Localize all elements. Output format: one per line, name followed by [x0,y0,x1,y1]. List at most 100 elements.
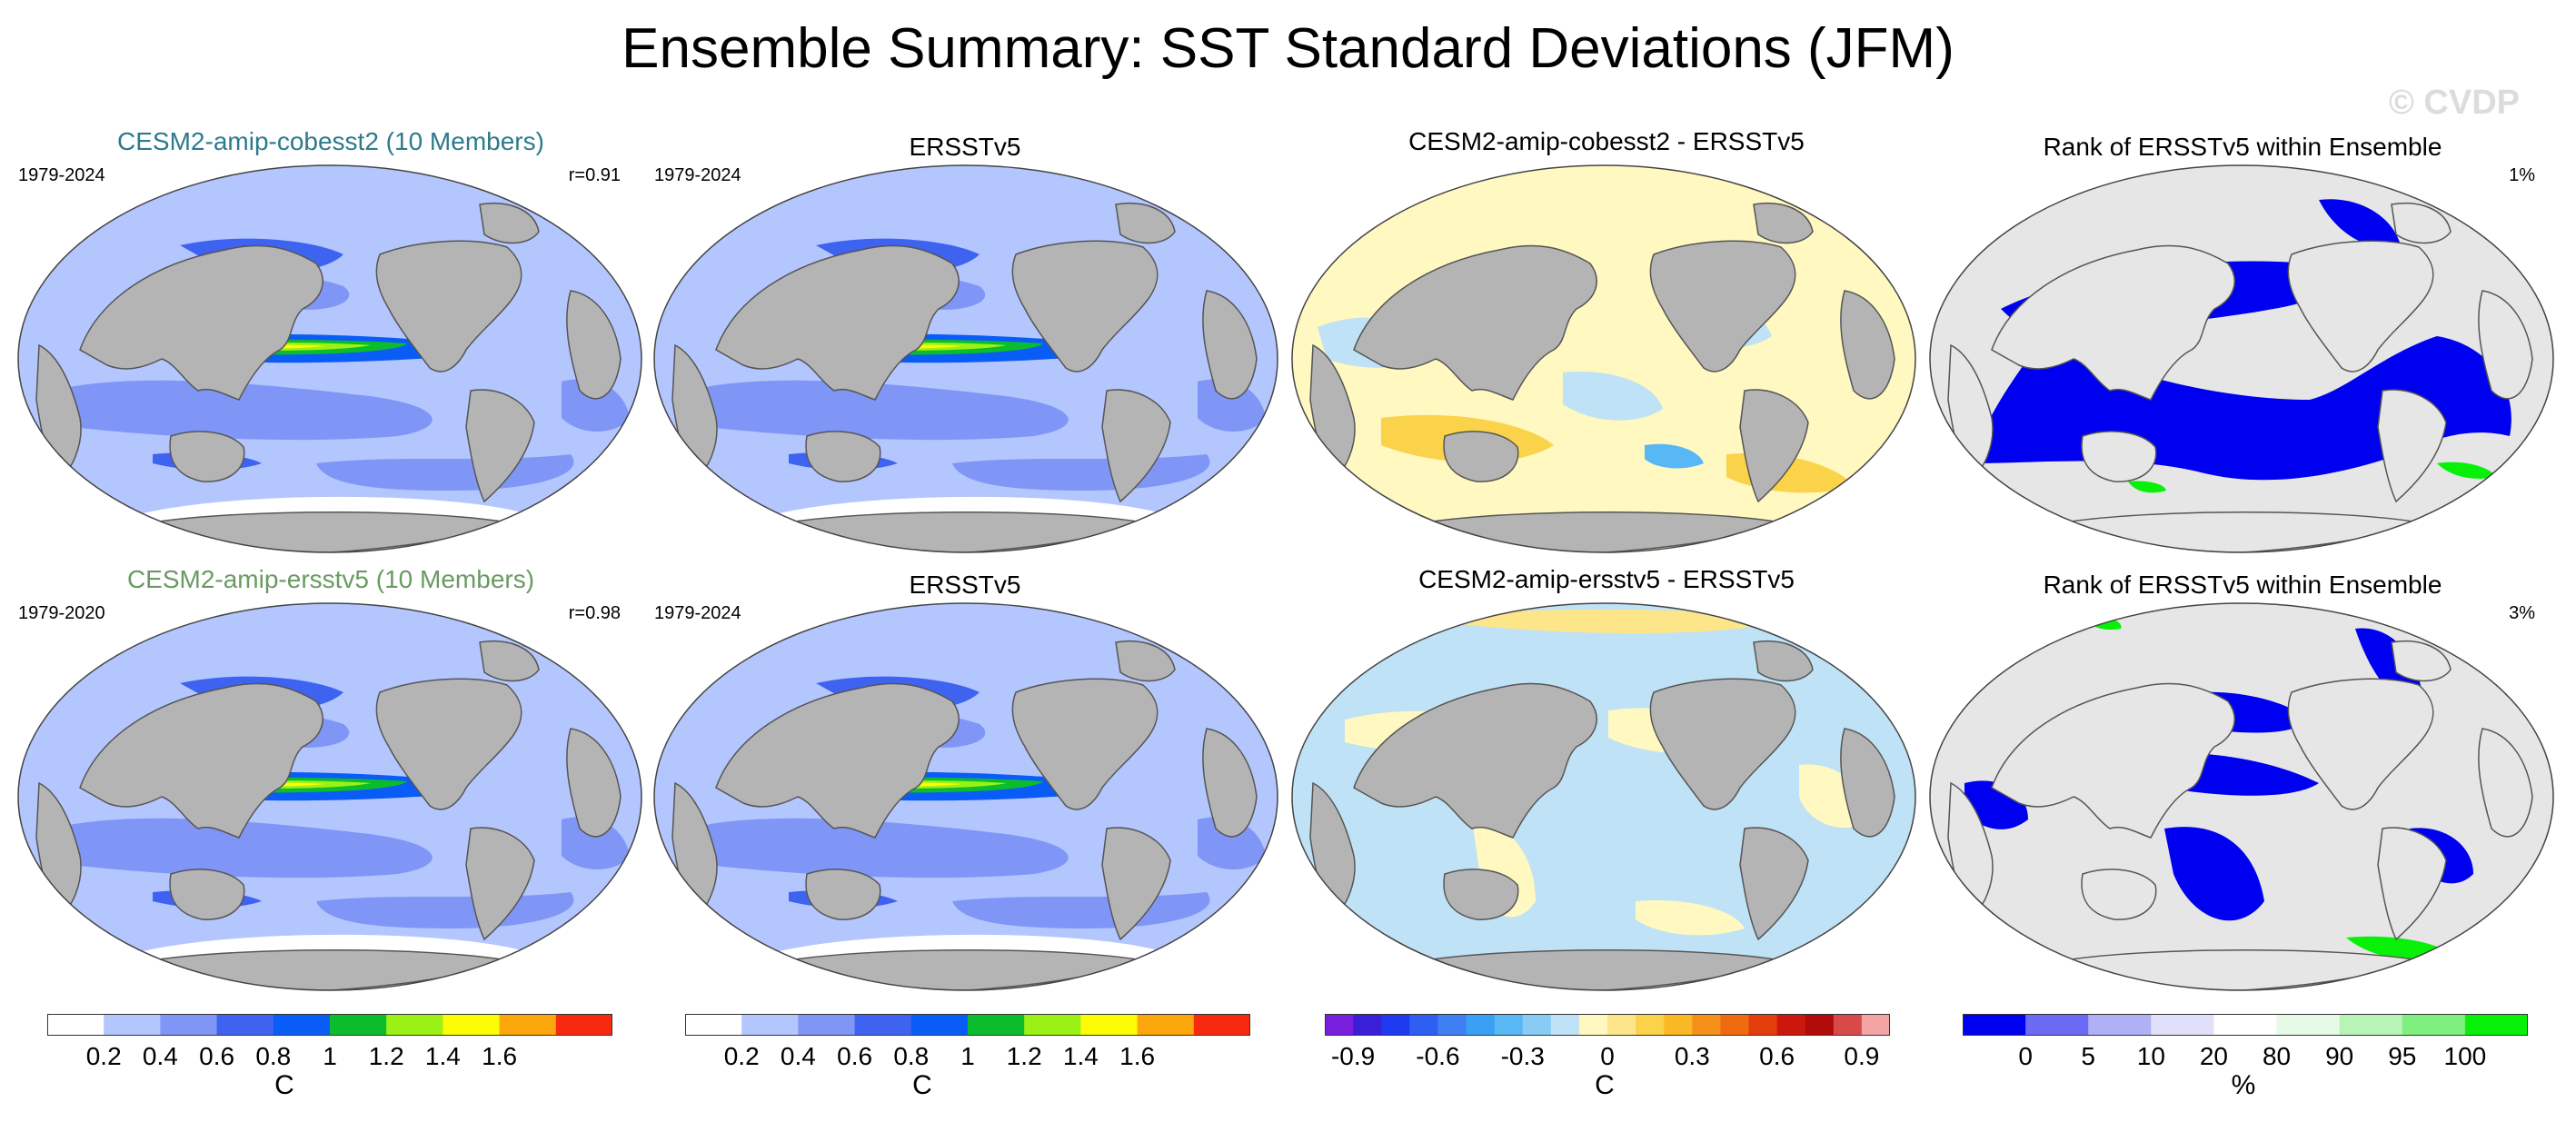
land-greenland [479,640,540,682]
colorbar-sst-2-swatch-3 [854,1014,912,1036]
colorbar-diff-swatch-8 [1550,1014,1580,1036]
land-australia [169,431,245,482]
land-eurasia [1353,244,1597,401]
sst-band-south [53,380,433,441]
colorbar-rank-tick-label: 95 [2388,1042,2417,1070]
land-south-america [465,389,535,503]
map-panel-r1-c3 [1291,164,1916,553]
period-model-row1: 1979-2024 [18,165,105,185]
colorbar-sst-1-tick-label: 0.6 [199,1042,235,1070]
colorbar-sst-1-unit: C [274,1070,294,1100]
land-greenland [1115,203,1176,244]
colorbar-sst-2-tick-label: 1.4 [1062,1042,1099,1070]
colorbar-diff-tick-label: 0.6 [1759,1042,1795,1070]
colorbar-sst-2-swatch-0 [685,1014,742,1036]
colorbar-sst-2-tick-label: 1.2 [1006,1042,1042,1070]
colorbar-diff-swatch-16 [1776,1014,1806,1036]
land-south-america [2377,389,2447,503]
land-south-america [1739,827,1809,941]
rank-high-2 [2437,462,2496,479]
colorbar-diff-frame [1325,1014,1890,1036]
land-australia [169,869,245,920]
land-africa-east [566,728,622,838]
colorbar-rank-unit: % [2231,1070,2256,1100]
colorbar-rank-tick-label: 10 [2136,1042,2165,1070]
panel-title-model-row2: CESM2-amip-ersstv5 (10 Members) [126,565,535,593]
land-antarctica [1424,511,1784,552]
colorbar-rank-tick-label: 100 [2443,1042,2487,1070]
map-outline [1929,164,2554,553]
land-australia [2081,431,2157,482]
colorbar-sst-1-swatch-3 [216,1014,274,1036]
sst-band-atlantic [1198,379,1266,432]
panel-title-obs-row1: ERSSTv5 [909,133,1021,161]
colorbar-sst-2-swatch-7 [1080,1014,1139,1036]
land-south-america [2377,827,2447,941]
land-north-america [375,240,522,372]
land-antarctica [2062,949,2422,990]
colorbar-sst-1-swatch-5 [330,1014,387,1036]
colorbar-sst-1-tick-label: 0.2 [85,1042,122,1070]
colorbar-sst-2-swatch-1 [741,1014,799,1036]
colorbar-sst-1 [47,1014,612,1036]
colorbar-diff-swatch-17 [1805,1014,1835,1036]
colorbar-sst-1-swatch-0 [47,1014,104,1036]
land-africa-east [1840,290,1895,400]
land-australia [805,431,881,482]
period-model-row2: 1979-2020 [18,603,105,623]
panel-title-rank-row2: Rank of ERSSTv5 within Ensemble [2043,571,2442,599]
colorbar-diff-swatch-12 [1664,1014,1693,1036]
land-eurasia [79,682,323,839]
land-antarctica [150,511,510,552]
land-africa-east [1202,728,1258,838]
colorbar-rank-tick-label: 20 [2199,1042,2229,1070]
colorbar-diff-tick-label: 0.3 [1674,1042,1710,1070]
land-australia [2081,869,2157,920]
period-obs-row1: 1979-2024 [654,165,741,185]
map-outline [1929,602,2554,991]
colorbar-diff-swatch-15 [1748,1014,1778,1036]
colorbar-sst-1-swatch-2 [160,1014,218,1036]
land-antarctica [786,949,1146,990]
colorbar-diff [1325,1014,1890,1036]
colorbar-sst-1-swatch-7 [443,1014,501,1036]
colorbar-sst-1-swatch-9 [555,1014,612,1036]
colorbar-diff-swatch-18 [1833,1014,1863,1036]
colorbar-diff-swatch-2 [1381,1014,1410,1036]
colorbar-sst-2-unit: C [912,1070,932,1100]
land-greenland [1753,203,1814,244]
colorbar-diff-tick-label: 0 [1600,1042,1615,1070]
diff-blob-5 [1636,900,1745,936]
colorbar-sst-1-tick-label: 1.6 [482,1042,518,1070]
map-panel-r2-c2 [653,602,1278,991]
colorbar-rank-swatch-4 [2213,1014,2278,1036]
land-south-america [1739,389,1809,503]
panel-title-obs-row2: ERSSTv5 [909,571,1021,599]
map-panel-r2-c3 [1291,602,1916,991]
panel-title-model-row1: CESM2-amip-cobesst2 (10 Members) [117,127,544,155]
sst-band-atlantic [562,817,630,869]
land-africa-east [2478,290,2533,400]
colorbar-sst-2-frame [685,1014,1250,1036]
map-panel-r1-c1 [17,164,642,553]
sst-band-atlantic [562,379,630,432]
diff-arctic [1417,177,1790,204]
rank-high-1 [2001,189,2043,206]
colorbar-diff-swatch-1 [1353,1014,1382,1036]
land-eurasia [1353,682,1597,839]
map-outline [1291,602,1916,991]
colorbar-rank-frame [1963,1014,2528,1036]
colorbar-sst-1-swatch-4 [273,1014,331,1036]
colorbar-sst-2-tick-label: 0.4 [780,1042,816,1070]
colorbar-rank-swatch-2 [2088,1014,2152,1036]
colorbar-sst-2-tick-label: 0.6 [837,1042,873,1070]
colorbar-sst-1-tick-label: 1.4 [424,1042,461,1070]
watermark: © CVDP [2388,84,2520,122]
colorbar-rank-tick-label: 5 [2081,1042,2096,1070]
map-outline [17,164,642,553]
land-greenland [2391,203,2452,244]
land-south-america [1101,389,1171,503]
colorbar-diff-tick-label: 0.9 [1844,1042,1880,1070]
colorbar-diff-swatch-0 [1325,1014,1354,1036]
colorbar-diff-swatch-9 [1578,1014,1608,1036]
